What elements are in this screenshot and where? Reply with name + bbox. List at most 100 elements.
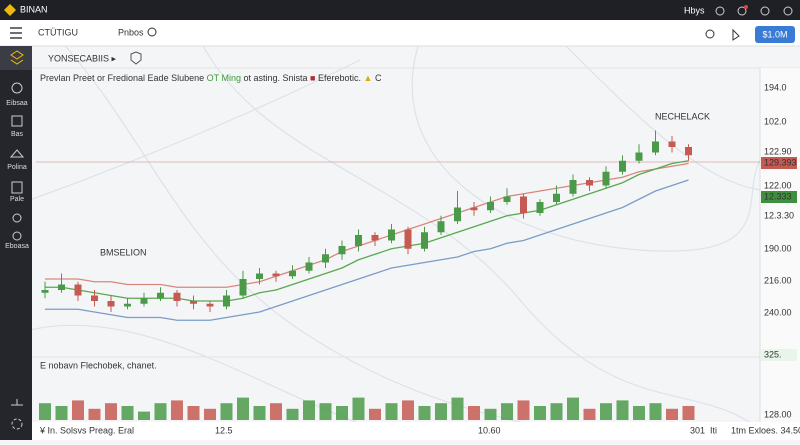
marks: Eibsaa Bas Polina Pale Eboasa BMSELION NECHELA… [5,82,800,435]
symbol[interactable]: CTÜTIGU [38,27,78,37]
volume-bar [204,408,216,420]
volume-bar [385,403,398,420]
volume-bar [649,403,662,420]
icon [11,181,23,194]
volume-bar [468,406,480,420]
candle-body [173,292,181,301]
candle-body [454,207,461,222]
volume-bar [418,406,431,420]
moving-average [45,179,689,321]
candle-body [668,141,676,147]
candle-body [305,262,313,271]
volume-bar [286,408,299,420]
sidebar-label: Eibsaa [6,100,28,107]
sidebar-label: Bas [11,131,24,138]
candle-body [239,279,247,296]
candle-body [470,207,478,211]
candle-body [272,273,280,277]
annotation: BMSELION [100,247,147,257]
volume-bar [352,397,365,420]
price-label: 240.00 [764,307,792,317]
price-label: 12.3.30 [764,210,794,220]
candle-body [487,202,494,211]
candle-body [338,246,346,255]
interval[interactable]: YONSECABIIS ▸ [48,53,117,63]
candle-body [124,303,131,307]
volume-bar [237,397,249,420]
price-badge [761,191,797,203]
volume-bar [72,400,84,420]
candle-body [371,235,379,241]
price-label: 12.333 [764,191,792,201]
search-icon[interactable] [147,27,157,37]
icon [12,231,22,241]
shield-icon[interactable] [130,51,142,65]
legend-text: OT Ming [207,73,241,83]
volume-bar [253,406,266,420]
search-icon[interactable] [705,29,715,39]
candle-body [569,180,577,194]
price-badge [761,349,797,361]
volume-bar [154,403,167,420]
icon[interactable] [737,6,747,16]
volume-bar [682,406,695,420]
candle-body [388,229,395,241]
volume-bar [600,403,612,420]
candle-body [437,221,445,233]
x-label: 1tm Exloes. 34.50 [731,425,800,435]
price-label: 128.00 [764,409,792,419]
balance-button[interactable] [755,26,795,43]
volume-bar [270,403,282,420]
icon[interactable] [732,28,740,41]
icon [11,115,23,127]
badge [744,5,748,9]
icon[interactable] [760,6,770,16]
price-label: 129.393 [764,157,797,167]
volume-bar [369,408,381,420]
icon [10,50,24,65]
logo [4,4,16,16]
volume-bar [121,406,134,420]
volume-bar [171,400,183,420]
icon[interactable] [11,399,23,406]
legend-icon: ▲ [364,73,373,83]
icon [12,213,22,223]
balance: $1.0M [762,29,787,39]
candle-body [206,303,214,307]
volume-bar [616,400,629,420]
x-label: 12.5 [215,425,233,435]
candle-body [553,193,560,202]
price-label: 122.90 [764,146,792,156]
annotation: NECHELACK [655,111,710,121]
moving-average [45,160,689,302]
price-label: 194.0 [764,82,787,92]
price-label: 122.00 [764,180,792,190]
footer [32,422,800,440]
price-label: 190.00 [764,243,792,253]
indicators[interactable]: Pnbos [118,27,144,37]
menu-icon[interactable] [10,27,22,39]
volume-bar [138,411,150,420]
toolbar [0,20,800,46]
volume-bar [303,400,315,420]
x-label: 10.60 [478,425,501,435]
candle-body [355,235,362,246]
volume-bar [336,406,348,420]
volume-bar [666,408,678,420]
volume-bar [88,408,101,420]
volume-bar [517,400,530,420]
icon[interactable] [715,6,725,16]
volume-bar [39,403,51,420]
price-label: 216.00 [764,275,792,285]
legend: Prevlan Preet or Fredional Eade Slubene … [40,73,382,83]
icon[interactable] [783,6,793,16]
legend-text: Prevlan Preet or Fredional Eade Slubene [40,73,204,83]
settings-icon[interactable] [11,418,23,430]
candle-body [140,298,148,304]
user-name[interactable]: Hbys [684,5,705,15]
x-label: Iti [710,425,717,435]
sidebar-label: Polina [7,164,27,171]
icon [11,82,23,94]
price-axis [760,68,800,428]
